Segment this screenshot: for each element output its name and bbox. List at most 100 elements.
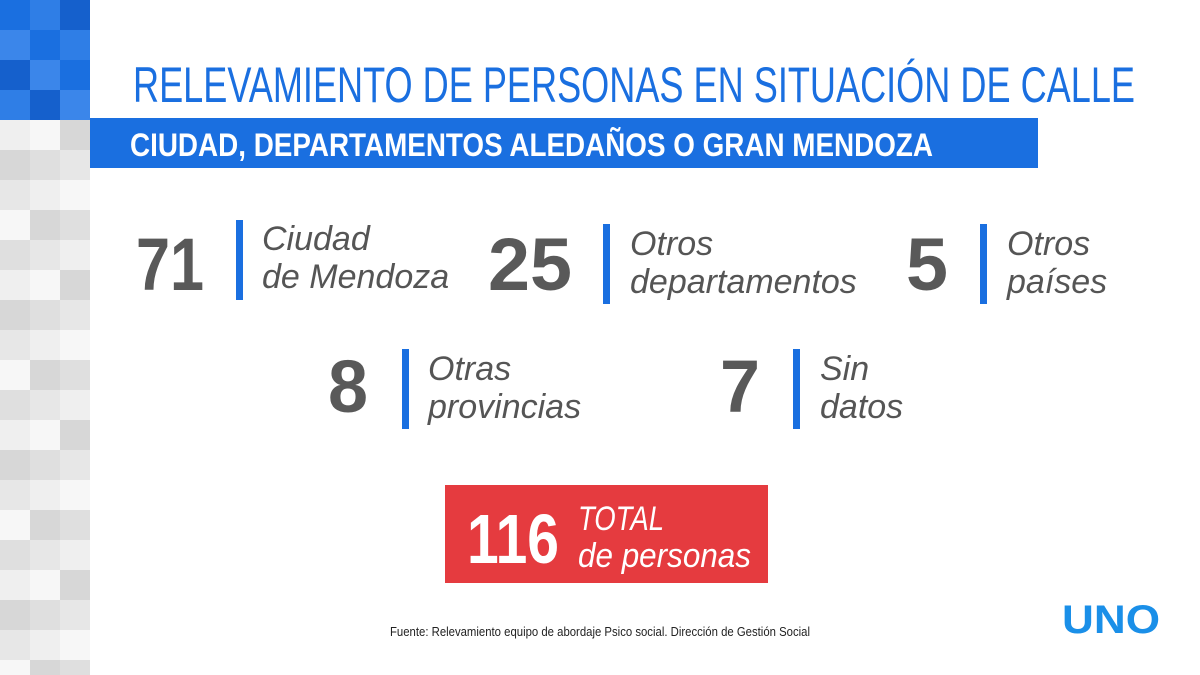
mosaic-tile bbox=[60, 600, 90, 630]
mosaic-tile bbox=[0, 630, 30, 660]
total-box bbox=[445, 485, 768, 583]
mosaic-tile bbox=[60, 210, 90, 240]
mosaic-tile bbox=[30, 300, 60, 330]
mosaic-tile bbox=[30, 180, 60, 210]
mosaic-tile bbox=[60, 570, 90, 600]
mosaic-tile bbox=[0, 150, 30, 180]
mosaic-tile bbox=[0, 90, 30, 120]
mosaic-tile bbox=[60, 120, 90, 150]
stat-value: 7 bbox=[720, 345, 760, 428]
mosaic-tile bbox=[60, 0, 90, 30]
mosaic bbox=[0, 0, 90, 675]
total-label: TOTAL bbox=[578, 500, 664, 538]
stat-label: datos bbox=[820, 388, 903, 426]
mosaic-tile bbox=[30, 510, 60, 540]
source: Fuente: Relevamiento equipo de abordaje … bbox=[390, 624, 810, 639]
mosaic-tile bbox=[0, 120, 30, 150]
mosaic-tile bbox=[30, 150, 60, 180]
total-value: 116 bbox=[467, 500, 559, 578]
mosaic-tile bbox=[30, 630, 60, 660]
mosaic-tile bbox=[0, 360, 30, 390]
mosaic-tile bbox=[60, 30, 90, 60]
mosaic-tile bbox=[60, 360, 90, 390]
mosaic-tile bbox=[30, 420, 60, 450]
stat-label: países bbox=[1006, 263, 1107, 301]
mosaic-tile bbox=[60, 60, 90, 90]
stat-value: 71 bbox=[136, 223, 204, 306]
mosaic-tile bbox=[0, 420, 30, 450]
mosaic-tile bbox=[0, 30, 30, 60]
mosaic-tile bbox=[30, 330, 60, 360]
mosaic-tile bbox=[0, 600, 30, 630]
mosaic-tile bbox=[60, 330, 90, 360]
subtitle-bar bbox=[90, 118, 1038, 168]
subtitle: CIUDAD, DEPARTAMENTOS ALEDAÑOS O GRAN ME… bbox=[130, 127, 933, 163]
stat-divider bbox=[793, 349, 800, 429]
mosaic-tile bbox=[60, 660, 90, 675]
total-label: de personas bbox=[578, 537, 751, 575]
logo: UNO bbox=[1062, 598, 1160, 642]
mosaic-tile bbox=[0, 480, 30, 510]
mosaic-tile bbox=[30, 60, 60, 90]
stat-label: Otros bbox=[630, 225, 713, 263]
mosaic-tile bbox=[30, 360, 60, 390]
stat-label: Ciudad bbox=[262, 220, 371, 258]
mosaic-tile bbox=[60, 150, 90, 180]
mosaic-tile bbox=[0, 390, 30, 420]
mosaic-tile bbox=[60, 180, 90, 210]
mosaic-tile bbox=[30, 450, 60, 480]
mosaic-tile bbox=[60, 240, 90, 270]
mosaic-tile bbox=[30, 540, 60, 570]
mosaic-tile bbox=[0, 570, 30, 600]
mosaic-tile bbox=[60, 90, 90, 120]
mosaic-tile bbox=[60, 390, 90, 420]
stat-label: Otras bbox=[428, 350, 511, 388]
stat-label: departamentos bbox=[630, 263, 857, 301]
mosaic-tile bbox=[30, 600, 60, 630]
mosaic-tile bbox=[60, 480, 90, 510]
mosaic-tile bbox=[60, 300, 90, 330]
stat-divider bbox=[603, 224, 610, 304]
stat-divider bbox=[402, 349, 409, 429]
mosaic-tile bbox=[0, 510, 30, 540]
mosaic-tile bbox=[0, 270, 30, 300]
mosaic-tile bbox=[30, 210, 60, 240]
stat-value: 5 bbox=[906, 223, 948, 306]
mosaic-tile bbox=[60, 630, 90, 660]
mosaic-tile bbox=[0, 210, 30, 240]
stat-label: Otros bbox=[1007, 225, 1090, 263]
mosaic-tile bbox=[30, 570, 60, 600]
mosaic-tile bbox=[30, 240, 60, 270]
mosaic-tile bbox=[60, 540, 90, 570]
mosaic-tile bbox=[0, 180, 30, 210]
mosaic-tile bbox=[0, 0, 30, 30]
mosaic-tile bbox=[0, 300, 30, 330]
stat-label: provincias bbox=[427, 388, 581, 426]
mosaic-tile bbox=[60, 420, 90, 450]
stat-label: Sin bbox=[820, 350, 869, 388]
mosaic-tile bbox=[0, 60, 30, 90]
stat-value: 25 bbox=[488, 223, 572, 306]
mosaic-tile bbox=[60, 450, 90, 480]
mosaic-tile bbox=[0, 540, 30, 570]
mosaic-tile bbox=[0, 450, 30, 480]
title: RELEVAMIENTO DE PERSONAS EN SITUACIÓN DE… bbox=[133, 57, 1135, 113]
stat-divider bbox=[980, 224, 987, 304]
mosaic-tile bbox=[60, 510, 90, 540]
stat-label: de Mendoza bbox=[262, 258, 449, 296]
mosaic-tile bbox=[30, 90, 60, 120]
stat-value: 8 bbox=[328, 345, 368, 428]
mosaic-tile bbox=[30, 480, 60, 510]
mosaic-tile bbox=[30, 270, 60, 300]
mosaic-tile bbox=[0, 240, 30, 270]
mosaic-tile bbox=[30, 0, 60, 30]
mosaic-tile bbox=[0, 330, 30, 360]
mosaic-tile bbox=[30, 30, 60, 60]
mosaic-tile bbox=[30, 660, 60, 675]
mosaic-tile bbox=[30, 390, 60, 420]
mosaic-tile bbox=[0, 660, 30, 675]
mosaic-tile bbox=[30, 120, 60, 150]
mosaic-tile bbox=[60, 270, 90, 300]
